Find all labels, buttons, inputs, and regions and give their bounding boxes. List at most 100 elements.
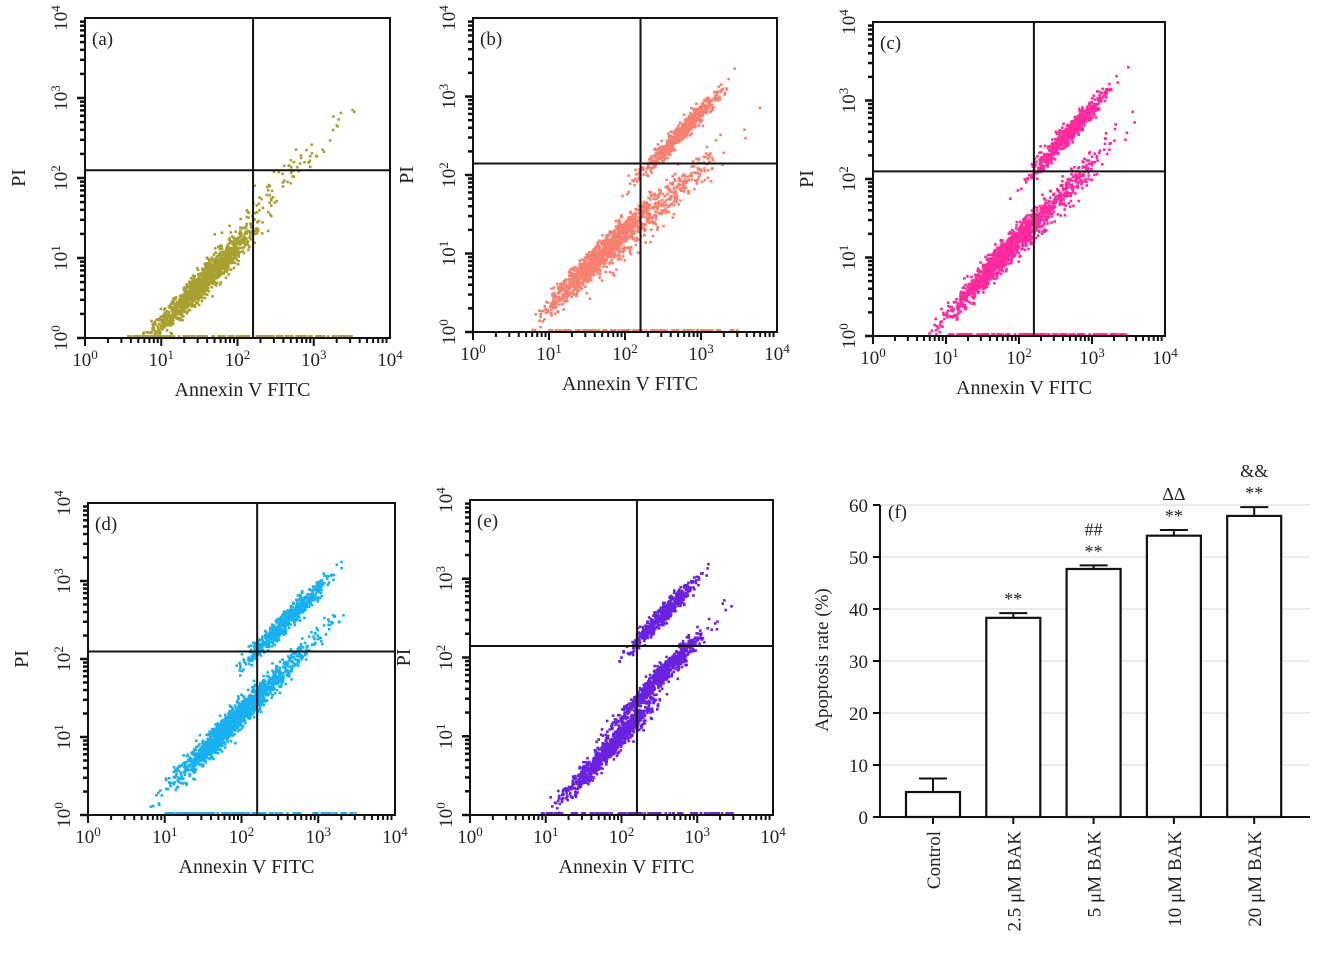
event-dot xyxy=(1007,262,1011,265)
event-dot xyxy=(552,295,556,299)
event-dot xyxy=(290,335,294,338)
event-dot xyxy=(732,329,735,332)
event-dot xyxy=(615,235,619,238)
event-dot xyxy=(205,256,209,260)
event-dot xyxy=(340,335,344,338)
event-dot xyxy=(736,329,739,332)
event-dot xyxy=(571,290,575,293)
event-dot xyxy=(723,93,727,96)
event-dot xyxy=(984,279,987,282)
event-dot xyxy=(621,329,624,332)
event-dot xyxy=(599,252,603,255)
tick-base: 10 xyxy=(51,332,72,351)
event-dot xyxy=(255,227,258,230)
event-dot xyxy=(199,278,202,281)
event-dot xyxy=(614,237,617,240)
event-dot xyxy=(1073,165,1076,169)
event-dot xyxy=(689,173,693,176)
event-dot xyxy=(1001,260,1005,264)
event-dot xyxy=(148,335,151,338)
event-dot xyxy=(640,216,643,219)
event-dot xyxy=(683,178,687,181)
event-dot xyxy=(206,265,209,269)
event-dot xyxy=(965,289,969,293)
event-dot xyxy=(200,286,204,290)
event-dot xyxy=(644,223,647,227)
event-dot xyxy=(973,293,977,296)
event-dot xyxy=(212,335,216,338)
event-dot xyxy=(569,267,573,271)
event-dot xyxy=(664,150,668,153)
event-dot xyxy=(214,277,217,280)
event-dot xyxy=(302,335,305,338)
event-dot xyxy=(136,335,140,338)
event-dot xyxy=(628,230,632,233)
event-dot xyxy=(695,113,699,116)
event-dot xyxy=(1016,228,1020,232)
event-dot xyxy=(181,309,184,313)
event-dot xyxy=(243,239,247,243)
event-dot xyxy=(244,227,248,230)
event-dot xyxy=(674,192,677,195)
event-dot xyxy=(1020,240,1023,243)
event-dot xyxy=(685,130,689,134)
event-dot xyxy=(222,272,226,275)
event-dot xyxy=(242,226,246,229)
event-dot xyxy=(934,317,937,321)
event-dot xyxy=(993,281,996,285)
event-dot xyxy=(310,335,313,338)
event-dot xyxy=(616,245,620,249)
event-dot xyxy=(583,266,587,270)
event-dot xyxy=(571,283,575,287)
event-dot xyxy=(603,262,607,266)
event-dot xyxy=(180,293,184,297)
event-dot xyxy=(613,228,617,232)
event-dot xyxy=(205,293,209,296)
event-dot xyxy=(180,295,184,299)
tick-base: 10 xyxy=(51,172,72,191)
event-dot xyxy=(950,306,954,309)
event-dot xyxy=(231,335,235,338)
event-dot xyxy=(671,181,675,185)
event-dot xyxy=(603,251,607,255)
event-dot xyxy=(630,221,634,224)
event-dot xyxy=(197,295,201,298)
event-dot xyxy=(246,243,250,247)
event-dot xyxy=(637,208,641,212)
event-dot xyxy=(653,194,657,197)
event-dot xyxy=(339,111,343,115)
event-dot xyxy=(159,335,162,338)
event-dot xyxy=(202,335,206,338)
event-dot xyxy=(237,240,240,243)
event-dot xyxy=(629,227,632,231)
event-dot xyxy=(689,111,692,115)
tick-exponent: 1 xyxy=(436,241,451,248)
event-dot xyxy=(200,299,204,303)
tick-base: 10 xyxy=(51,252,72,271)
event-dot xyxy=(666,184,670,188)
event-dot xyxy=(693,187,696,191)
event-dot xyxy=(631,223,635,226)
event-dot xyxy=(198,276,202,280)
event-dot xyxy=(146,335,149,338)
event-dot xyxy=(176,308,180,312)
event-dot xyxy=(245,208,249,212)
event-dot xyxy=(601,234,604,237)
event-dot xyxy=(673,130,677,133)
event-dot xyxy=(628,234,632,238)
event-dot xyxy=(607,251,610,255)
event-dot xyxy=(1009,249,1012,252)
event-dot xyxy=(177,311,180,315)
event-dot xyxy=(546,301,550,305)
event-dot xyxy=(973,294,977,298)
event-dot xyxy=(617,235,620,239)
event-dot xyxy=(190,288,194,292)
event-dot xyxy=(635,219,639,223)
event-dot xyxy=(983,286,987,290)
event-dot xyxy=(188,289,192,293)
event-dot xyxy=(182,299,185,302)
event-dot xyxy=(706,169,710,172)
event-dot xyxy=(607,254,611,257)
event-dot xyxy=(1003,259,1007,263)
event-dot xyxy=(629,235,633,239)
